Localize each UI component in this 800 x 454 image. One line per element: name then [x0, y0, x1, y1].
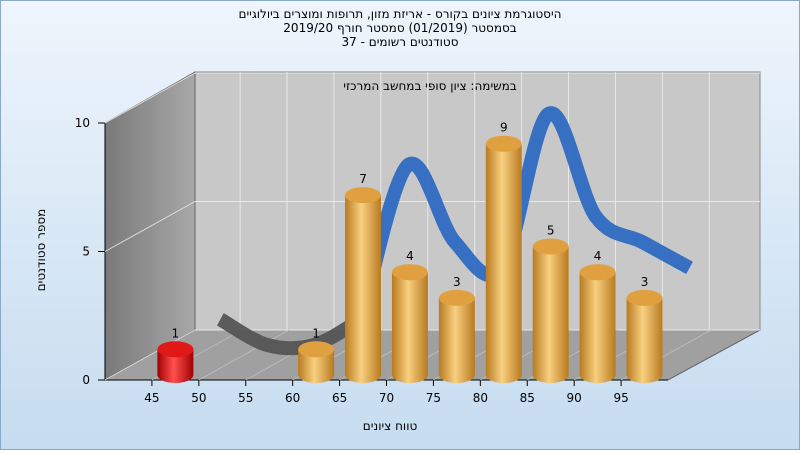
x-axis-label: טווח ציונים [363, 419, 418, 433]
trend-ribbon [216, 313, 365, 356]
bar [157, 349, 194, 383]
bar-top [485, 135, 522, 152]
x-tick-label: 55 [238, 391, 253, 405]
bar-top [345, 187, 382, 204]
value-label: 1 [312, 326, 320, 340]
x-tick-label: 90 [567, 391, 582, 405]
value-label: 9 [500, 121, 508, 135]
annotation: במשימה: ציון סופי במחשב המרכזי [343, 79, 517, 93]
value-label: 7 [359, 172, 367, 186]
y-tick-label: 10 [75, 116, 90, 130]
bar [298, 349, 335, 383]
bar [391, 272, 428, 383]
x-tick-label: 45 [144, 391, 159, 405]
y-axis-label: מספר סטודנטים [34, 209, 48, 292]
subtitle: בסמסטר (01/2019) סמסטר חורף 2019/20 [283, 21, 516, 35]
subtitle: סטודנטים רשומים - 37 [341, 35, 458, 49]
bar [579, 272, 616, 383]
value-label: 3 [641, 275, 649, 289]
grid-line [104, 72, 196, 124]
bar [626, 297, 663, 383]
bar [485, 143, 522, 383]
bar-top [438, 289, 475, 306]
value-label: 5 [547, 224, 555, 238]
grid-line [104, 201, 196, 252]
x-tick-label: 75 [426, 391, 441, 405]
chart-title: היסטוגרמת ציונים בקורס - אריזת מזון, תרו… [238, 7, 561, 21]
grid-line [104, 329, 196, 381]
x-tick-label: 60 [285, 391, 300, 405]
bar-top [391, 264, 428, 281]
value-label: 4 [406, 249, 414, 263]
bar-top [532, 238, 569, 255]
x-tick-label: 70 [379, 391, 394, 405]
grid-line [198, 329, 290, 381]
x-tick-label: 65 [332, 391, 347, 405]
x-tick-label: 85 [520, 391, 535, 405]
value-label: 3 [453, 275, 461, 289]
value-label: 4 [594, 249, 602, 263]
value-label: 1 [172, 326, 180, 340]
bar-top [157, 341, 194, 358]
bar [532, 246, 569, 383]
bar [438, 297, 475, 383]
bar-top [579, 264, 616, 281]
bar-top [298, 341, 335, 358]
bar-top [626, 289, 663, 306]
y-tick-label: 5 [82, 245, 90, 259]
x-tick-label: 80 [473, 391, 488, 405]
y-tick-label: 0 [82, 373, 90, 387]
x-tick-label: 50 [191, 391, 206, 405]
x-tick-label: 95 [613, 391, 628, 405]
bar [345, 195, 382, 383]
